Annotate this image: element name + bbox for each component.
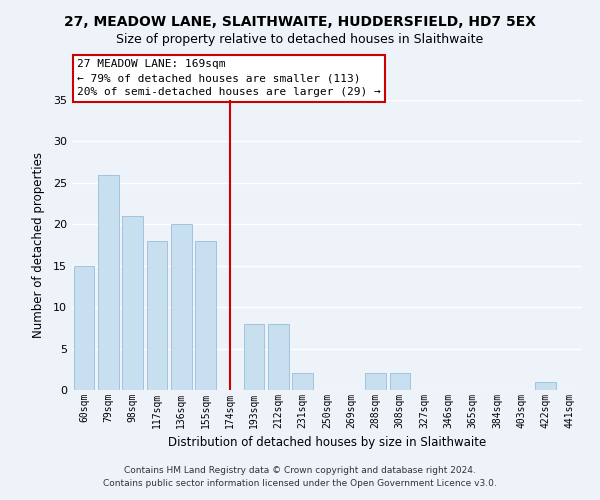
Bar <box>146 241 167 390</box>
Bar <box>74 266 94 390</box>
Bar <box>195 241 216 390</box>
Bar <box>244 324 265 390</box>
Y-axis label: Number of detached properties: Number of detached properties <box>32 152 44 338</box>
Bar <box>171 224 191 390</box>
Bar <box>292 374 313 390</box>
Bar <box>535 382 556 390</box>
Text: Size of property relative to detached houses in Slaithwaite: Size of property relative to detached ho… <box>116 32 484 46</box>
Text: 27, MEADOW LANE, SLAITHWAITE, HUDDERSFIELD, HD7 5EX: 27, MEADOW LANE, SLAITHWAITE, HUDDERSFIE… <box>64 15 536 29</box>
Bar <box>122 216 143 390</box>
Text: Contains HM Land Registry data © Crown copyright and database right 2024.
Contai: Contains HM Land Registry data © Crown c… <box>103 466 497 487</box>
Bar <box>98 174 119 390</box>
Bar <box>365 374 386 390</box>
Bar <box>268 324 289 390</box>
Bar <box>389 374 410 390</box>
X-axis label: Distribution of detached houses by size in Slaithwaite: Distribution of detached houses by size … <box>168 436 486 450</box>
Text: 27 MEADOW LANE: 169sqm
← 79% of detached houses are smaller (113)
20% of semi-de: 27 MEADOW LANE: 169sqm ← 79% of detached… <box>77 59 381 97</box>
